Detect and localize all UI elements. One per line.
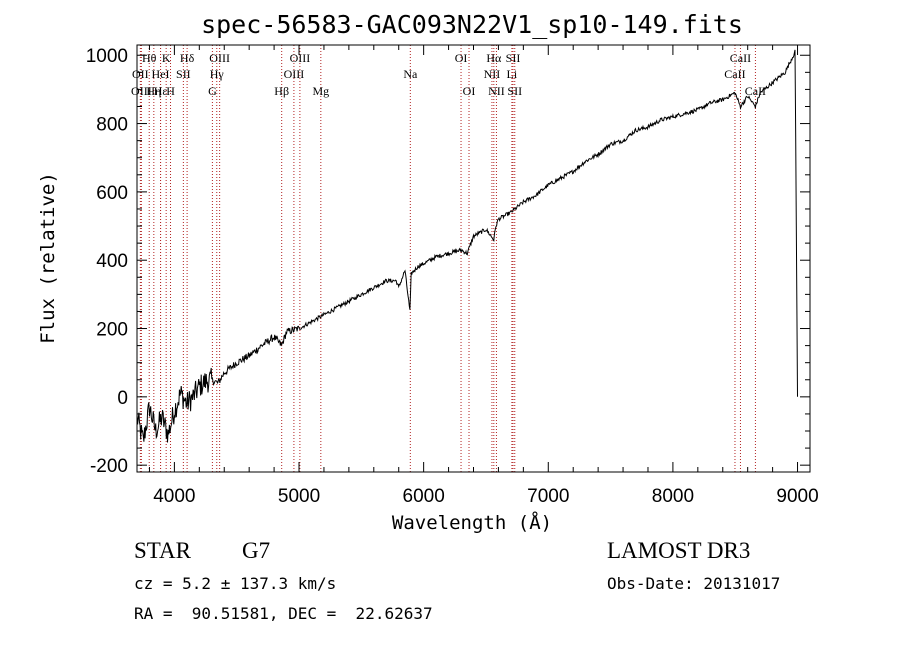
spectrum-chart: spec-56583-GAC093N22V1_sp10-149.fits Hθ O… xyxy=(37,10,819,534)
y-tick-label: 0 xyxy=(117,388,128,409)
y-tick-label: 400 xyxy=(96,251,128,272)
plot-frame xyxy=(136,44,811,473)
x-axis-label: Wavelength (Å) xyxy=(392,511,552,534)
spectral-line-label: Hγ xyxy=(210,67,225,81)
y-axis-label: Flux (relative) xyxy=(37,172,59,344)
spectral-line-label: H xyxy=(166,84,175,98)
redshift-cz: cz = 5.2 ± 137.3 km/s xyxy=(134,574,337,593)
spectral-line-label: Mg xyxy=(312,84,329,98)
y-axis-ticks: -200 0 200 400 600 800 1000 xyxy=(86,46,810,477)
spectral-line-label: HeI xyxy=(152,67,170,81)
spectral-line-label: NII xyxy=(488,84,505,98)
spectral-line-label: CaII xyxy=(730,51,751,65)
x-tick-label: 4000 xyxy=(153,486,195,507)
spectral-line-label: SII xyxy=(506,51,521,65)
spectral-line-label: OIII xyxy=(209,51,230,65)
x-tick-label: 9000 xyxy=(776,486,818,507)
spectral-line-label: Hη xyxy=(146,84,161,98)
observation-date: Obs-Date: 20131017 xyxy=(607,574,781,593)
spectral-line-label: OIII xyxy=(131,84,152,98)
x-tick-label: 7000 xyxy=(527,486,569,507)
spectral-line-label: OII xyxy=(132,67,149,81)
spectral-line-label: SII xyxy=(176,67,191,81)
spectral-line-label: G xyxy=(208,84,217,98)
spectral-line-label: CaII xyxy=(724,67,745,81)
spectral-line-label: OI xyxy=(455,51,468,65)
y-tick-label: 800 xyxy=(96,115,128,136)
ra-dec-coordinates: RA = 90.51581, DEC = 22.62637 xyxy=(134,604,433,623)
object-subclass: G7 xyxy=(242,538,271,563)
spectral-line-label: NII xyxy=(484,67,501,81)
x-tick-label: 5000 xyxy=(278,486,320,507)
spectral-line-label: Hα xyxy=(486,51,502,65)
x-axis-ticks: 4000 5000 6000 7000 8000 9000 xyxy=(148,45,819,507)
spectral-line-label: K xyxy=(162,51,171,65)
spectral-line-label: OI xyxy=(463,84,476,98)
object-class: STAR xyxy=(134,538,191,563)
spectral-line-label: Hδ xyxy=(180,51,195,65)
spectral-line-label: OIII xyxy=(290,51,311,65)
x-tick-label: 8000 xyxy=(652,486,694,507)
spectral-line-label: Li xyxy=(507,67,518,81)
spectral-line-label: Hε xyxy=(154,84,168,98)
spectral-line-label: SII xyxy=(507,84,522,98)
spectral-line-label: OIII xyxy=(284,67,305,81)
chart-title: spec-56583-GAC093N22V1_sp10-149.fits xyxy=(201,10,743,39)
spectral-line-label: Hθ xyxy=(142,51,157,65)
y-tick-label: 600 xyxy=(96,183,128,204)
y-tick-label: 200 xyxy=(96,320,128,341)
spectral-line-label: Na xyxy=(403,67,418,81)
spectral-line-label: CaII xyxy=(745,84,766,98)
survey-name: LAMOST DR3 xyxy=(607,538,751,563)
x-tick-label: 6000 xyxy=(403,486,445,507)
y-tick-label: 1000 xyxy=(86,46,128,67)
spectral-line-markers xyxy=(139,45,756,472)
y-tick-label: -200 xyxy=(90,456,128,477)
spectrum-series-line xyxy=(136,49,798,443)
spectral-line-label: Hβ xyxy=(274,84,289,98)
